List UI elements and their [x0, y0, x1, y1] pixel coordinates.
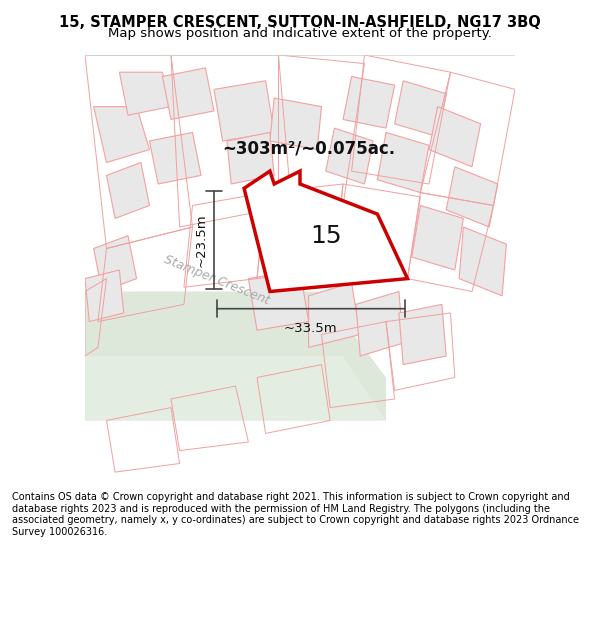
Polygon shape	[308, 283, 360, 348]
Polygon shape	[149, 132, 201, 184]
Polygon shape	[446, 167, 498, 227]
Polygon shape	[94, 107, 149, 162]
Polygon shape	[163, 68, 214, 119]
Polygon shape	[244, 171, 407, 291]
Polygon shape	[399, 304, 446, 364]
Polygon shape	[326, 128, 373, 184]
Polygon shape	[429, 107, 481, 167]
Polygon shape	[270, 98, 322, 149]
Polygon shape	[356, 291, 403, 356]
Polygon shape	[85, 356, 386, 421]
Polygon shape	[94, 236, 137, 291]
Polygon shape	[85, 270, 124, 322]
Text: Stamper Crescent: Stamper Crescent	[163, 253, 272, 308]
Polygon shape	[214, 81, 274, 141]
Text: ~23.5m: ~23.5m	[194, 213, 208, 267]
Polygon shape	[119, 72, 171, 115]
Polygon shape	[412, 206, 463, 270]
Polygon shape	[227, 132, 274, 184]
Polygon shape	[343, 76, 395, 128]
Polygon shape	[106, 162, 149, 218]
Text: 15, STAMPER CRESCENT, SUTTON-IN-ASHFIELD, NG17 3BQ: 15, STAMPER CRESCENT, SUTTON-IN-ASHFIELD…	[59, 16, 541, 31]
Polygon shape	[377, 132, 429, 192]
Polygon shape	[395, 81, 446, 137]
Text: ~303m²/~0.075ac.: ~303m²/~0.075ac.	[222, 140, 395, 158]
Polygon shape	[248, 270, 308, 330]
Text: ~33.5m: ~33.5m	[284, 322, 338, 334]
Text: 15: 15	[310, 224, 341, 248]
Polygon shape	[85, 291, 386, 421]
Text: Map shows position and indicative extent of the property.: Map shows position and indicative extent…	[108, 27, 492, 39]
Text: Contains OS data © Crown copyright and database right 2021. This information is : Contains OS data © Crown copyright and d…	[12, 492, 579, 537]
Polygon shape	[459, 227, 506, 296]
